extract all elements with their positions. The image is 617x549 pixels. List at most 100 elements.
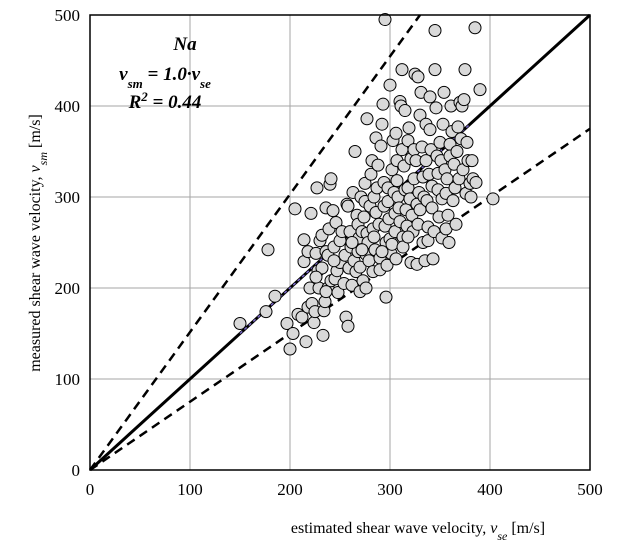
plot-frame [89,14,591,471]
data-point [268,289,282,303]
data-point [319,285,333,299]
annotation-label: Na [172,34,197,55]
data-point [280,316,294,330]
data-point [401,134,415,148]
data-point [395,63,409,77]
data-point [446,194,460,208]
data-point [442,236,456,249]
data-point [315,261,329,275]
data-point [371,158,385,172]
x-tick-label: 400 [477,480,503,499]
data-point [398,104,412,118]
data-point [358,176,372,190]
data-point [486,192,500,206]
data-point [383,78,397,92]
data-point [297,233,311,247]
data-point [441,208,455,222]
data-point [423,123,437,137]
data-point [341,199,355,213]
y-tick-label: 400 [55,97,81,116]
data-points [233,13,500,356]
data-point [316,328,330,342]
data-point [437,85,451,99]
x-tick-label: 200 [277,480,303,499]
data-point [364,167,378,181]
data-point [419,154,433,168]
data-point [367,230,381,244]
data-point [304,206,318,220]
data-point [283,342,297,356]
data-point [460,135,474,149]
data-point [428,23,442,37]
data-point [307,316,321,330]
annotation-box: Na vsm = 1.0·vse R2 = 0.44 [119,34,211,113]
data-point [469,175,483,189]
data-point [295,310,309,324]
data-point [464,190,478,204]
lower-bound-line [89,127,591,472]
data-point [259,305,273,319]
upper-bound-line [88,14,422,471]
data-point [436,117,450,131]
data-point [425,201,439,215]
data-point [374,139,388,153]
y-tick-label: 200 [55,279,81,298]
data-point [465,154,479,168]
data-point [423,90,437,104]
x-tick-label: 500 [577,480,603,499]
data-point [341,319,355,333]
data-point [451,120,465,134]
x-tick-label: 0 [86,480,95,499]
data-point [326,204,340,218]
data-point [429,101,443,115]
data-point [426,252,440,266]
data-point [345,236,359,249]
data-point [309,270,323,284]
data-point [389,126,403,140]
data-point [348,145,362,158]
y-tick-label: 300 [55,188,81,207]
data-point [357,210,371,224]
data-point [411,70,425,84]
data-point [378,13,392,27]
data-point [329,215,343,229]
data-point [299,335,313,349]
data-point [327,254,341,268]
y-tick-label: 500 [55,6,81,25]
data-point [458,63,472,77]
plot-border [89,14,591,471]
data-point [413,108,427,122]
data-point [359,281,373,295]
data-point [473,83,487,97]
data-point [233,316,247,330]
x-tick-label: 100 [177,480,203,499]
data-point [286,327,300,340]
data-point [310,181,324,195]
data-point [379,290,393,304]
data-point [362,254,376,268]
tick-labels: 0 100 200 300 400 500 0 100 200 300 400 500 [55,6,603,499]
data-point [428,63,442,77]
x-axis-title: estimated shear wave velocity, vse [m/s] [291,520,545,543]
x-tick-label: 300 [377,480,403,499]
data-point [375,245,389,259]
y-tick-label: 0 [72,461,81,480]
data-point [457,93,471,107]
annotation-equation: vsm = 1.0·vse [119,64,211,91]
data-point [375,117,389,131]
data-point [401,230,415,244]
y-tick-label: 100 [55,370,81,389]
data-point [468,21,482,35]
data-point [288,202,302,216]
data-point [402,121,416,135]
data-point [376,97,390,111]
data-point [353,260,367,274]
data-point [324,172,338,186]
data-point [421,234,435,248]
data-point [385,237,399,251]
data-point [360,112,374,126]
data-point [261,243,275,257]
data-point [449,217,463,231]
